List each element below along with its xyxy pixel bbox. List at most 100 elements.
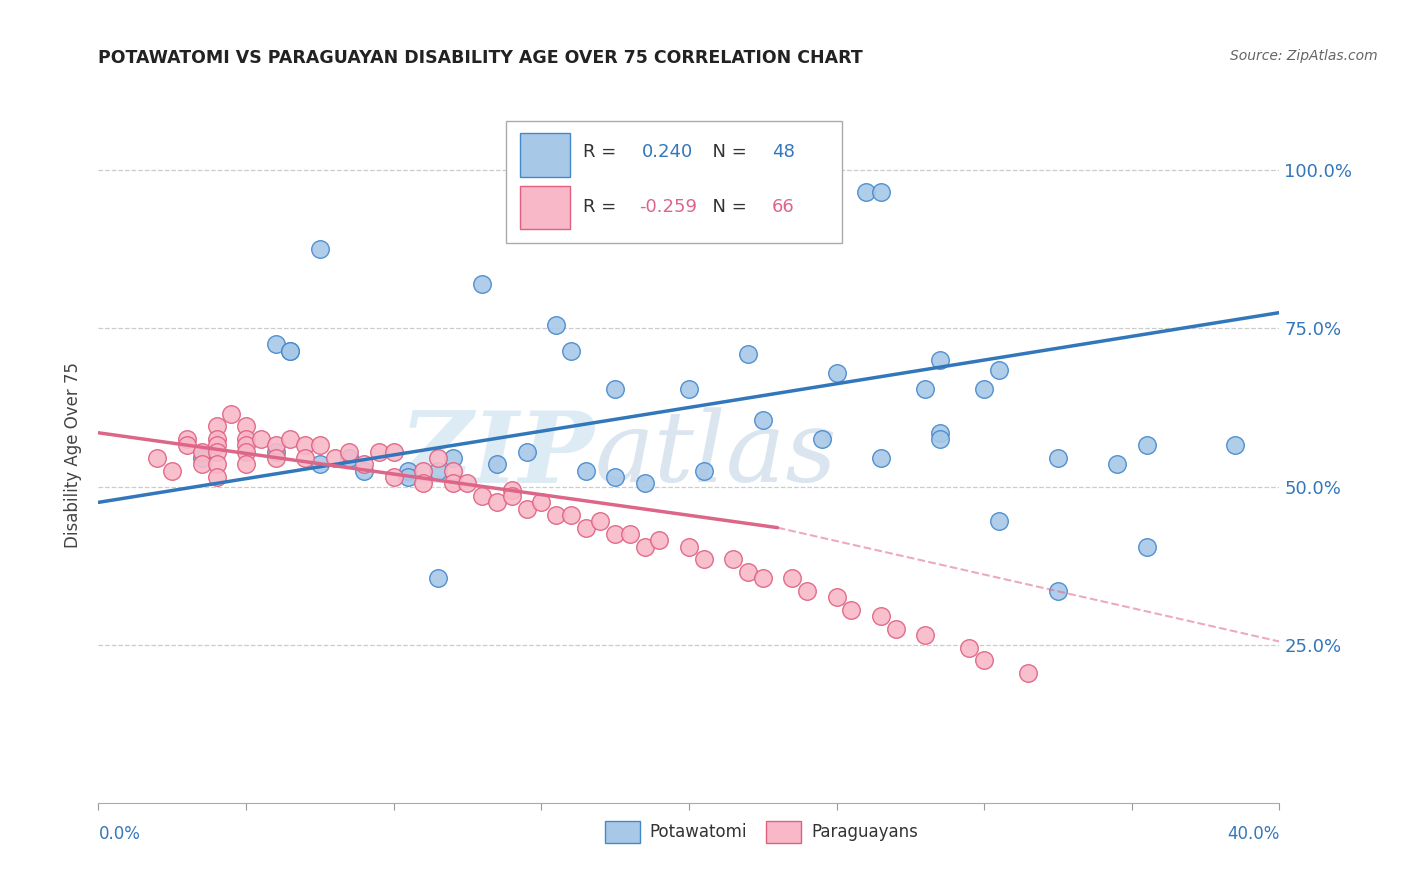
Bar <box>520 186 569 229</box>
Point <box>412 464 434 478</box>
Point <box>205 438 228 452</box>
Point <box>486 495 509 509</box>
Point <box>501 489 523 503</box>
Point <box>427 451 450 466</box>
Point <box>530 495 553 509</box>
Point <box>278 432 302 446</box>
Point <box>796 583 818 598</box>
Point <box>205 470 228 484</box>
Point <box>396 470 419 484</box>
Point <box>205 458 228 472</box>
Text: ZIP: ZIP <box>399 407 595 503</box>
Point <box>810 432 832 446</box>
Point <box>546 318 568 333</box>
Point <box>928 353 950 368</box>
Point <box>264 438 287 452</box>
Point <box>441 476 464 491</box>
Point <box>191 458 214 472</box>
Point <box>825 366 848 380</box>
Point <box>869 609 891 624</box>
Point <box>796 186 818 200</box>
Point <box>782 571 804 585</box>
Point <box>353 464 375 478</box>
Point <box>382 470 405 484</box>
Point <box>396 464 419 478</box>
Point <box>546 508 568 522</box>
Point <box>693 464 716 478</box>
Point <box>959 640 981 655</box>
Point <box>441 451 464 466</box>
Text: atlas: atlas <box>595 408 837 502</box>
Point <box>560 508 582 522</box>
Point <box>648 186 671 200</box>
Text: R =: R = <box>582 144 621 161</box>
Point <box>205 432 228 446</box>
Point <box>309 438 332 452</box>
Point <box>574 464 596 478</box>
Point <box>1046 583 1069 598</box>
Point <box>1046 451 1069 466</box>
Point <box>914 628 936 642</box>
Point <box>737 347 759 361</box>
Text: 0.240: 0.240 <box>641 144 693 161</box>
Point <box>678 540 700 554</box>
Point <box>264 451 287 466</box>
Point <box>973 653 995 667</box>
Point <box>353 458 375 472</box>
Point <box>162 464 183 478</box>
Point <box>1105 458 1128 472</box>
Point <box>605 527 627 541</box>
Point <box>737 565 759 579</box>
Point <box>205 444 228 458</box>
Y-axis label: Disability Age Over 75: Disability Age Over 75 <box>65 362 83 548</box>
Text: -0.259: -0.259 <box>640 197 697 216</box>
Point <box>368 444 391 458</box>
Point <box>339 444 360 458</box>
Point <box>605 470 627 484</box>
Point <box>339 451 360 466</box>
Text: N =: N = <box>700 197 752 216</box>
Point <box>678 382 700 396</box>
Point <box>456 476 478 491</box>
Point <box>914 382 936 396</box>
Point <box>294 451 316 466</box>
Point <box>693 552 716 566</box>
Point <box>1223 438 1246 452</box>
Point <box>264 337 287 351</box>
Point <box>825 591 848 605</box>
Point <box>619 527 641 541</box>
Point <box>855 186 877 200</box>
Point <box>264 444 287 458</box>
Point <box>309 458 332 472</box>
Point <box>751 413 773 427</box>
FancyBboxPatch shape <box>506 121 842 243</box>
Point <box>235 458 257 472</box>
Point <box>294 438 316 452</box>
Text: Potawatomi: Potawatomi <box>650 822 747 841</box>
Point <box>574 521 596 535</box>
Point <box>250 432 273 446</box>
Point <box>427 571 450 585</box>
Point <box>1017 666 1039 681</box>
Point <box>441 464 464 478</box>
Point <box>427 464 450 478</box>
Point <box>176 438 198 452</box>
Point <box>515 501 537 516</box>
Point <box>191 444 214 458</box>
Point <box>471 277 494 292</box>
Point <box>605 382 627 396</box>
Text: 0.0%: 0.0% <box>98 825 141 843</box>
Point <box>751 571 773 585</box>
Text: R =: R = <box>582 197 621 216</box>
Point <box>841 603 863 617</box>
Point <box>928 432 950 446</box>
Point <box>633 540 655 554</box>
Point <box>633 476 655 491</box>
Point <box>339 451 360 466</box>
Point <box>987 362 1010 376</box>
Text: Paraguayans: Paraguayans <box>811 822 918 841</box>
Text: POTAWATOMI VS PARAGUAYAN DISABILITY AGE OVER 75 CORRELATION CHART: POTAWATOMI VS PARAGUAYAN DISABILITY AGE … <box>98 49 863 67</box>
Text: Source: ZipAtlas.com: Source: ZipAtlas.com <box>1230 49 1378 63</box>
Point <box>589 514 612 528</box>
Text: 66: 66 <box>772 197 794 216</box>
